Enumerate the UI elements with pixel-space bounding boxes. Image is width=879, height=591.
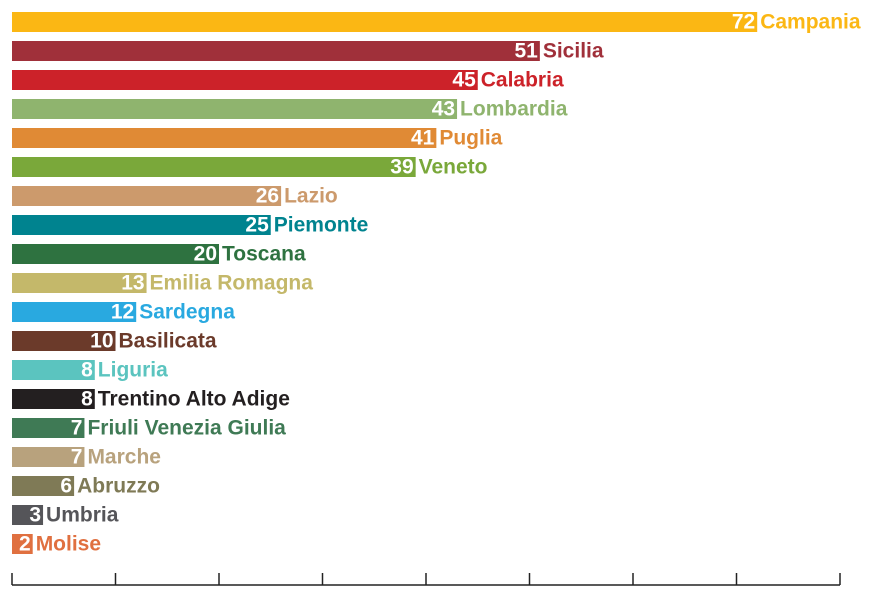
bar xyxy=(12,331,116,351)
value-label: 25 xyxy=(245,214,269,237)
category-label: Trentino Alto Adige xyxy=(98,388,290,411)
value-label: 72 xyxy=(732,11,755,34)
bar xyxy=(12,447,85,467)
bar xyxy=(12,360,95,380)
value-label: 39 xyxy=(390,156,413,179)
value-label: 43 xyxy=(432,98,455,121)
category-label: Veneto xyxy=(419,156,488,179)
category-label: Piemonte xyxy=(274,214,369,237)
value-label: 8 xyxy=(81,388,93,411)
value-label: 7 xyxy=(71,446,83,469)
category-label: Lazio xyxy=(284,185,338,208)
bar xyxy=(12,273,147,293)
value-label: 20 xyxy=(194,243,217,266)
bar xyxy=(12,534,33,554)
bar xyxy=(12,476,75,496)
value-label: 3 xyxy=(29,504,41,527)
value-label: 26 xyxy=(256,185,279,208)
bar xyxy=(12,389,95,409)
category-label: Umbria xyxy=(46,504,119,527)
value-label: 7 xyxy=(71,417,83,440)
category-label: Basilicata xyxy=(119,330,217,353)
category-label: Campania xyxy=(760,11,861,34)
value-label: 12 xyxy=(111,301,134,324)
value-label: 8 xyxy=(81,359,93,382)
bar xyxy=(12,186,282,206)
value-label: 6 xyxy=(60,475,72,498)
category-label: Marche xyxy=(87,446,161,469)
category-label: Lombardia xyxy=(460,98,568,121)
category-label: Molise xyxy=(36,533,101,556)
bar xyxy=(12,128,437,148)
value-label: 41 xyxy=(411,127,435,150)
category-label: Abruzzo xyxy=(77,475,160,498)
bar xyxy=(12,157,416,177)
value-label: 10 xyxy=(90,330,113,353)
category-label: Toscana xyxy=(222,243,306,266)
value-label: 2 xyxy=(19,533,31,556)
category-label: Sicilia xyxy=(543,40,604,63)
value-label: 13 xyxy=(121,272,144,295)
value-label: 45 xyxy=(452,69,476,92)
bar xyxy=(12,70,478,90)
bar xyxy=(12,302,137,322)
category-label: Calabria xyxy=(481,69,564,92)
category-label: Emilia Romagna xyxy=(150,272,314,295)
bar xyxy=(12,244,219,264)
category-label: Friuli Venezia Giulia xyxy=(87,417,286,440)
bar xyxy=(12,99,458,119)
value-label: 51 xyxy=(514,40,538,63)
category-label: Puglia xyxy=(439,127,502,150)
bar xyxy=(12,505,44,525)
category-label: Sardegna xyxy=(139,301,235,324)
bar xyxy=(12,12,758,32)
bar xyxy=(12,41,540,61)
bar xyxy=(12,215,271,235)
category-label: Liguria xyxy=(98,359,168,382)
bar xyxy=(12,418,85,438)
